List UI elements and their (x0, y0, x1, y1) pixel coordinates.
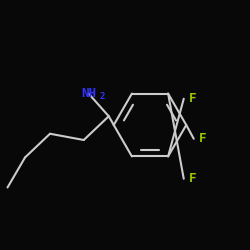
Text: F: F (199, 132, 206, 145)
Text: 2: 2 (100, 92, 105, 101)
Text: F: F (189, 92, 196, 105)
Text: F: F (189, 172, 196, 185)
Text: NH: NH (81, 87, 96, 100)
